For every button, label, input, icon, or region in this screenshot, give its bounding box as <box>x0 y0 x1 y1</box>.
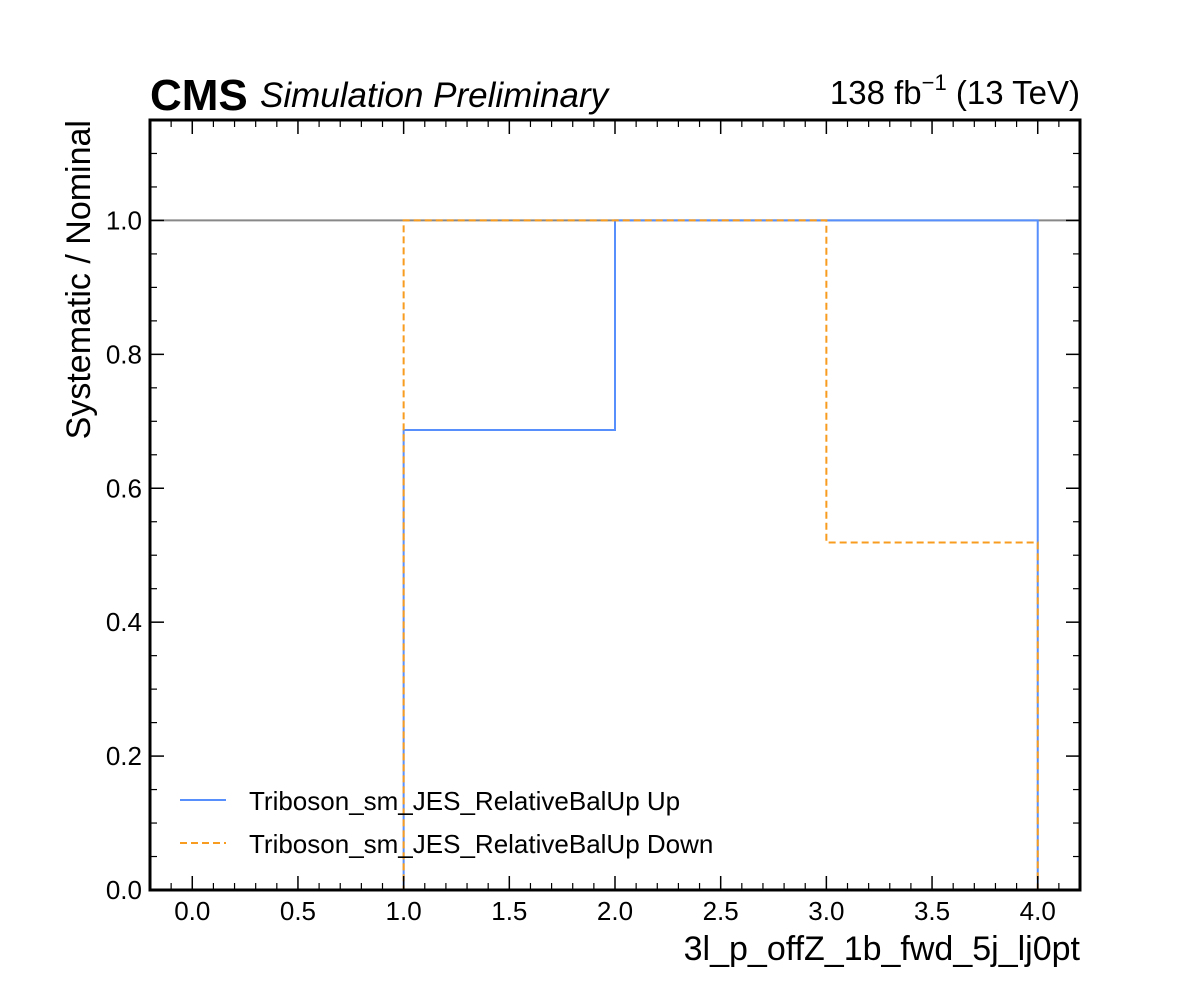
legend-label-1: Triboson_sm_JES_RelativeBalUp Up <box>249 786 680 816</box>
y-tick-label: 0.0 <box>106 875 142 905</box>
x-tick-label: 0.0 <box>174 896 210 926</box>
series-2-step-line <box>192 219 1039 891</box>
lumi-exponent: −1 <box>922 70 947 95</box>
lumi-label: 138 fb−1 (13 TeV) <box>830 70 1080 111</box>
y-tick-label: 0.6 <box>106 473 142 503</box>
x-axis-label: 3l_p_offZ_1b_fwd_5j_lj0pt <box>684 930 1081 968</box>
x-tick-label: 0.5 <box>280 896 316 926</box>
y-tick-label: 0.8 <box>106 339 142 369</box>
legend: Triboson_sm_JES_RelativeBalUp Up Triboson… <box>180 786 713 859</box>
lumi-energy: (13 TeV) <box>947 74 1080 111</box>
legend-label-2: Triboson_sm_JES_RelativeBalUp Down <box>249 829 713 859</box>
y-axis-label: Systematic / Nominal <box>60 120 98 439</box>
x-tick-label: 1.5 <box>491 896 527 926</box>
x-tick-label: 1.0 <box>386 896 422 926</box>
y-tick-label: 1.0 <box>106 205 142 235</box>
x-tick-label: 2.0 <box>597 896 633 926</box>
cms-label: CMS <box>150 71 248 120</box>
axis-ticks: 0.0 0.5 1.0 1.5 2.0 2.5 3.0 3.5 4.0 0.0 0.2 0.4 0.6 0… <box>106 120 1080 926</box>
x-tick-label: 3.0 <box>808 896 844 926</box>
lumi-value: 138 fb <box>830 74 922 111</box>
x-tick-label: 3.5 <box>914 896 950 926</box>
y-tick-label: 0.4 <box>106 607 142 637</box>
status-label: Simulation Preliminary <box>260 76 611 115</box>
x-tick-label: 4.0 <box>1020 896 1056 926</box>
y-tick-label: 0.2 <box>106 741 142 771</box>
x-tick-label: 2.5 <box>703 896 739 926</box>
plot-content <box>150 219 1080 891</box>
